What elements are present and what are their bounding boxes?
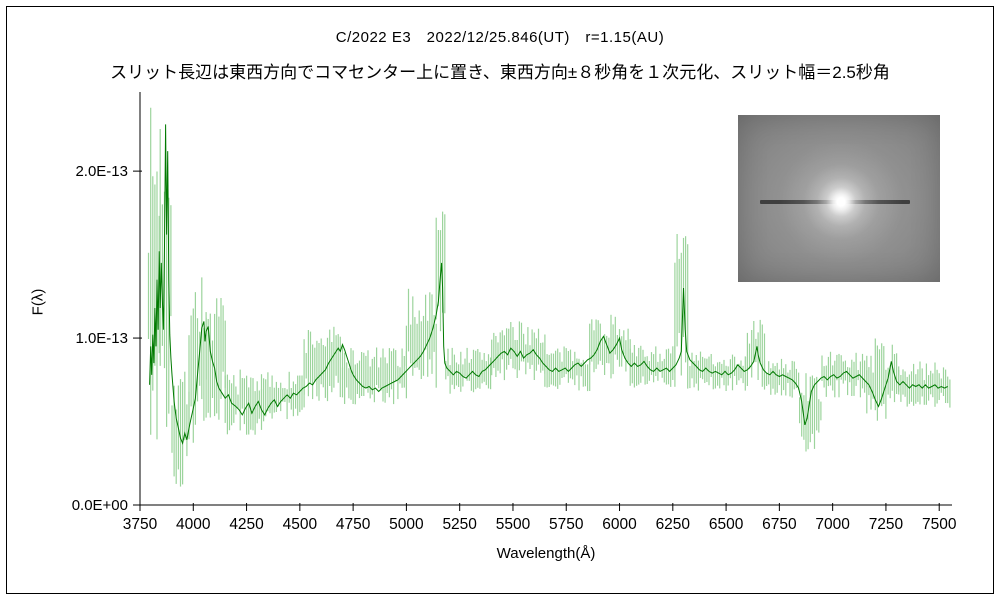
- x-tick-label: 4500: [283, 516, 318, 533]
- x-tick-label: 6500: [709, 516, 744, 533]
- x-tick-label: 5000: [389, 516, 424, 533]
- y-tick-label: 1.0E-13: [75, 330, 128, 347]
- comet-coma-glow: [738, 115, 940, 282]
- comet-inset-image: [738, 115, 940, 282]
- y-tick-label: 0.0E+00: [72, 497, 128, 514]
- spectrum-line: [149, 124, 948, 445]
- x-tick-label: 5500: [496, 516, 531, 533]
- x-tick-label: 7500: [922, 516, 957, 533]
- x-tick-label: 5750: [549, 516, 584, 533]
- x-tick-label: 7000: [815, 516, 850, 533]
- x-tick-label: 6250: [656, 516, 691, 533]
- chart-subtitle: スリット長辺は東西方向でコマセンター上に置き、東西方向±８秒角を１次元化、スリッ…: [110, 63, 890, 82]
- x-tick-label: 6750: [762, 516, 797, 533]
- x-tick-label: 4750: [336, 516, 371, 533]
- x-tick-label: 7250: [869, 516, 904, 533]
- x-tick-label: 6000: [602, 516, 637, 533]
- x-tick-label: 3750: [123, 516, 158, 533]
- x-tick-label: 4000: [176, 516, 211, 533]
- x-axis-label: Wavelength(Å): [496, 545, 596, 562]
- y-tick-label: 2.0E-13: [75, 163, 128, 180]
- chart-title: C/2022 E3 2022/12/25.846(UT) r=1.15(AU): [335, 29, 665, 46]
- x-tick-label: 5250: [442, 516, 477, 533]
- x-tick-label: 4250: [229, 516, 264, 533]
